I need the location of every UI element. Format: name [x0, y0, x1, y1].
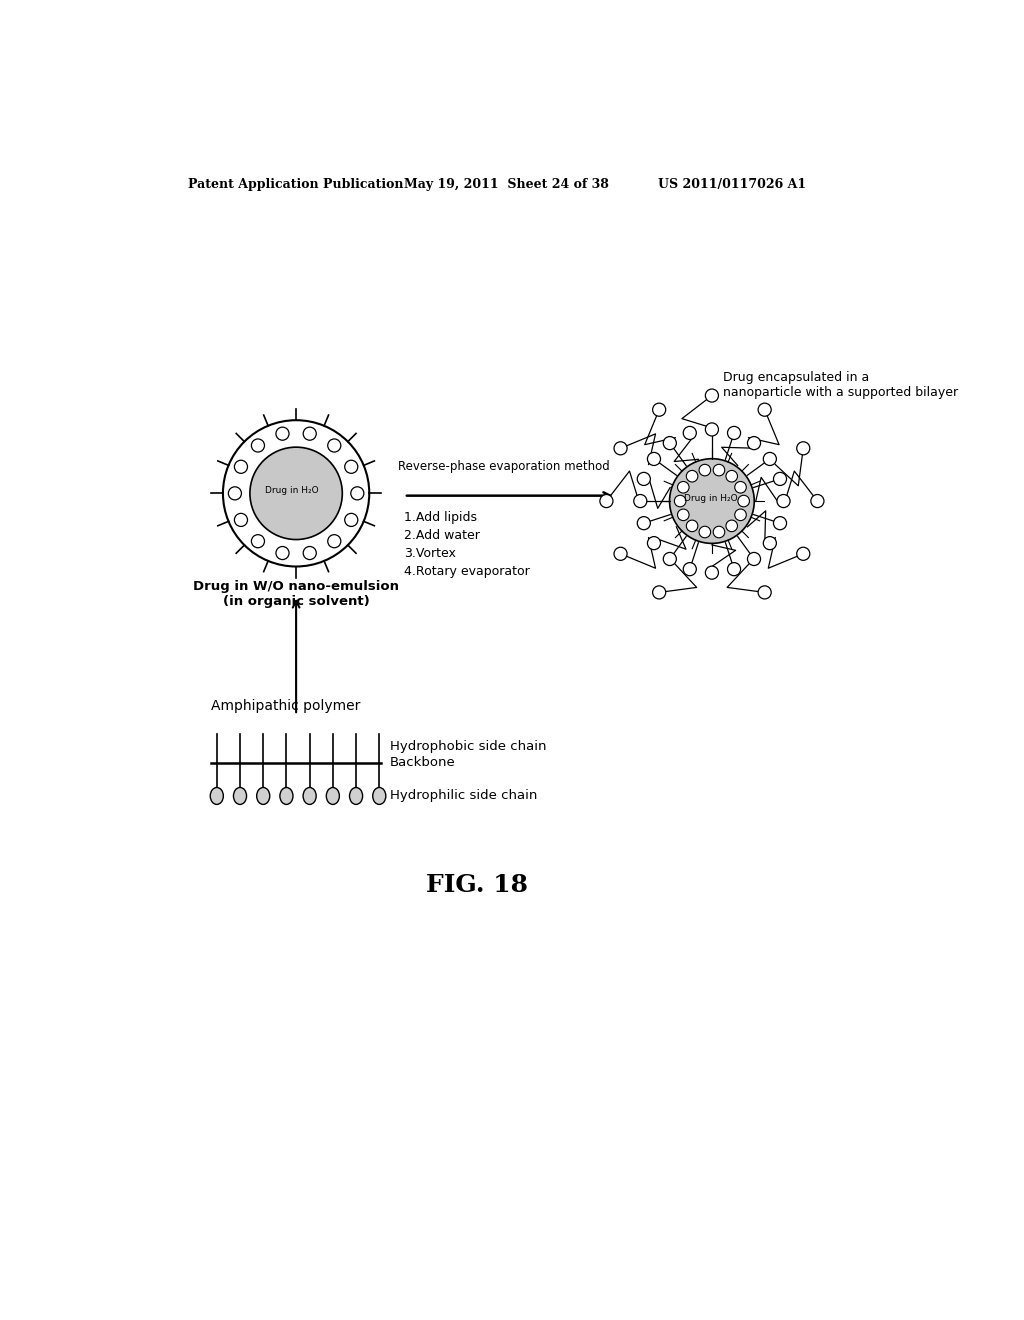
Circle shape	[328, 535, 341, 548]
Circle shape	[234, 513, 248, 527]
Circle shape	[600, 495, 613, 508]
Ellipse shape	[233, 788, 247, 804]
Text: Hydrophilic side chain: Hydrophilic side chain	[390, 789, 538, 803]
Ellipse shape	[210, 788, 223, 804]
Circle shape	[678, 510, 689, 520]
Circle shape	[758, 403, 771, 416]
Circle shape	[634, 495, 647, 508]
Ellipse shape	[257, 788, 269, 804]
Circle shape	[664, 553, 677, 565]
Circle shape	[773, 516, 786, 529]
Circle shape	[303, 428, 316, 440]
Ellipse shape	[373, 788, 386, 804]
Circle shape	[738, 495, 750, 507]
Text: 1.Add lipids
2.Add water
3.Vortex
4.Rotary evaporator: 1.Add lipids 2.Add water 3.Vortex 4.Rota…	[403, 511, 529, 578]
Circle shape	[748, 437, 761, 450]
Circle shape	[228, 487, 242, 500]
Circle shape	[763, 537, 776, 549]
Circle shape	[748, 553, 761, 565]
Circle shape	[252, 535, 264, 548]
Circle shape	[773, 473, 786, 486]
Text: Patent Application Publication: Patent Application Publication	[188, 178, 403, 190]
Text: Drug in H₂O: Drug in H₂O	[684, 494, 737, 503]
Circle shape	[652, 403, 666, 416]
Circle shape	[777, 495, 791, 508]
Circle shape	[735, 510, 746, 520]
Circle shape	[713, 465, 725, 475]
Circle shape	[328, 440, 341, 451]
Text: FIG. 18: FIG. 18	[426, 874, 528, 898]
Ellipse shape	[327, 788, 339, 804]
Circle shape	[683, 426, 696, 440]
Circle shape	[647, 537, 660, 549]
Circle shape	[706, 422, 719, 436]
Ellipse shape	[349, 788, 362, 804]
Circle shape	[614, 548, 627, 560]
Circle shape	[647, 453, 660, 466]
Circle shape	[727, 562, 740, 576]
Circle shape	[706, 566, 719, 579]
Circle shape	[664, 437, 677, 450]
Circle shape	[345, 513, 357, 527]
Circle shape	[303, 546, 316, 560]
Circle shape	[758, 586, 771, 599]
Circle shape	[234, 461, 248, 474]
Circle shape	[686, 470, 698, 482]
Circle shape	[252, 440, 264, 451]
Circle shape	[275, 428, 289, 440]
Ellipse shape	[303, 788, 316, 804]
Circle shape	[763, 453, 776, 466]
Text: US 2011/0117026 A1: US 2011/0117026 A1	[658, 178, 806, 190]
Circle shape	[797, 548, 810, 560]
Text: Hydrophobic side chain: Hydrophobic side chain	[390, 741, 547, 754]
Ellipse shape	[250, 447, 342, 540]
Circle shape	[275, 546, 289, 560]
Text: Backbone: Backbone	[390, 756, 456, 770]
Circle shape	[726, 520, 737, 532]
Circle shape	[797, 442, 810, 455]
Circle shape	[683, 562, 696, 576]
Circle shape	[699, 527, 711, 537]
Text: Reverse-phase evaporation method: Reverse-phase evaporation method	[398, 459, 610, 473]
Circle shape	[614, 442, 627, 455]
Circle shape	[652, 586, 666, 599]
Circle shape	[678, 482, 689, 494]
Text: Amphipathic polymer: Amphipathic polymer	[211, 698, 360, 713]
Ellipse shape	[280, 788, 293, 804]
Circle shape	[686, 520, 698, 532]
Circle shape	[345, 461, 357, 474]
Circle shape	[713, 527, 725, 537]
Circle shape	[699, 465, 711, 475]
Ellipse shape	[670, 459, 755, 544]
Circle shape	[637, 516, 650, 529]
Circle shape	[675, 495, 686, 507]
Text: May 19, 2011  Sheet 24 of 38: May 19, 2011 Sheet 24 of 38	[403, 178, 609, 190]
Text: Drug encapsulated in a
nanoparticle with a supported bilayer: Drug encapsulated in a nanoparticle with…	[724, 371, 958, 399]
Ellipse shape	[223, 420, 370, 566]
Circle shape	[351, 487, 364, 500]
Circle shape	[706, 389, 719, 403]
Circle shape	[735, 482, 746, 494]
Text: Drug in H₂O: Drug in H₂O	[265, 486, 319, 495]
Circle shape	[811, 495, 824, 508]
Circle shape	[726, 470, 737, 482]
Circle shape	[637, 473, 650, 486]
Circle shape	[727, 426, 740, 440]
Text: Drug in W/O nano-emulsion
(in organic solvent): Drug in W/O nano-emulsion (in organic so…	[194, 581, 399, 609]
